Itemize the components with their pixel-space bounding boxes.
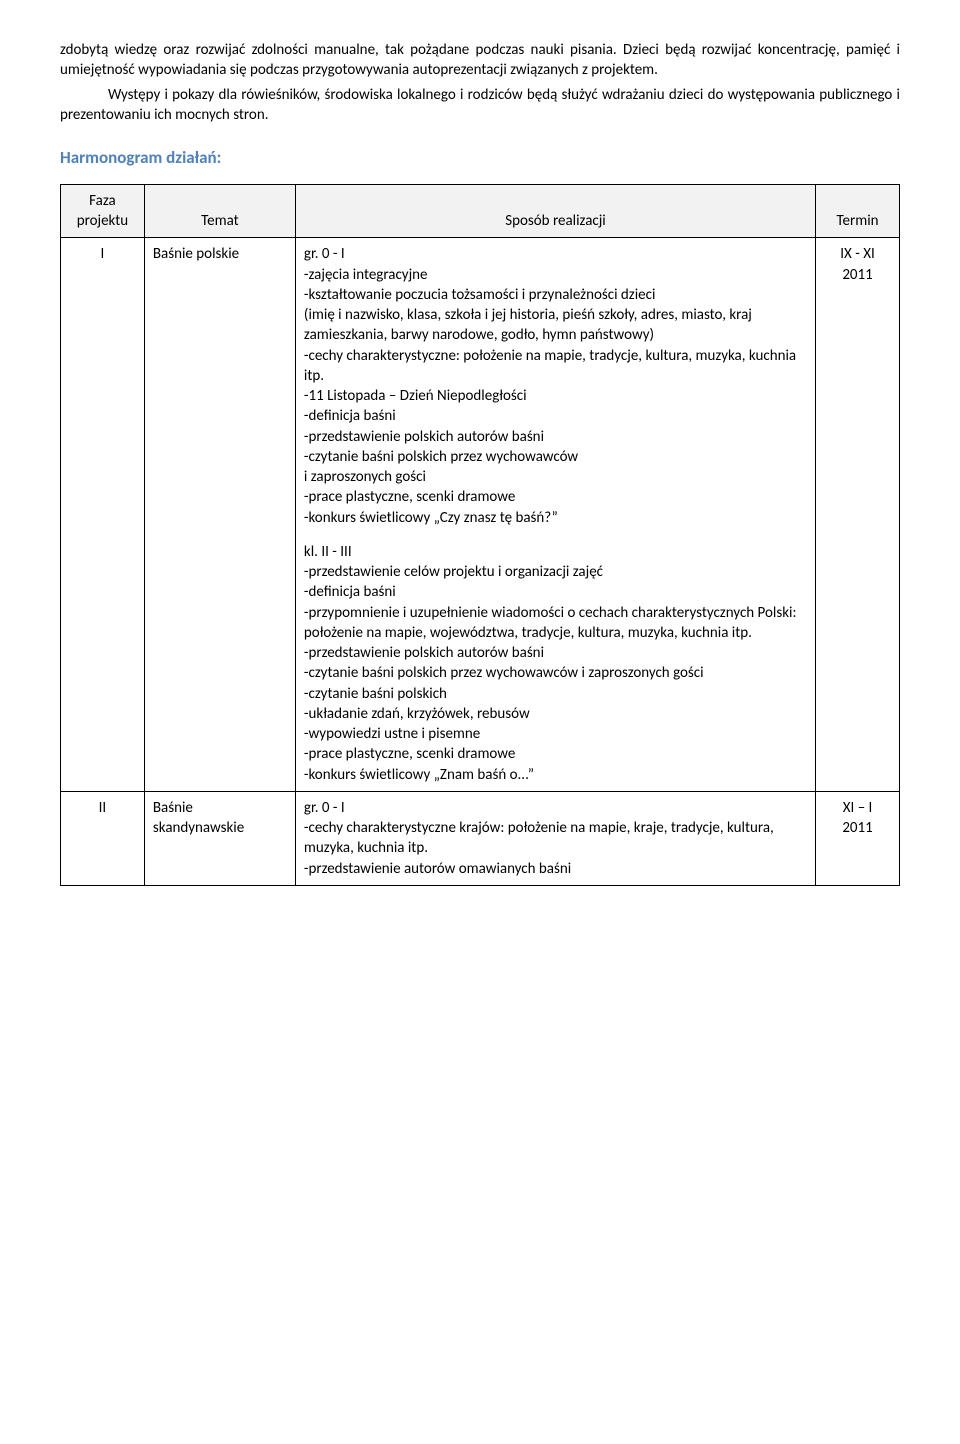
termin-l2: 2011 bbox=[842, 266, 872, 284]
temat-l2: skandynawskie bbox=[153, 819, 244, 837]
cell-sposob: gr. 0 - I -cechy charakterystyczne krajó… bbox=[295, 791, 815, 885]
cell-faza: II bbox=[61, 791, 145, 885]
cell-temat: Baśnie polskie bbox=[144, 238, 295, 792]
sposob-line: i zaproszonych gości bbox=[304, 468, 426, 486]
sposob-line: -definicja baśni bbox=[304, 407, 396, 425]
sposob-line: -przedstawienie celów projektu i organiz… bbox=[304, 563, 603, 581]
col-header-faza-l2: projektu bbox=[77, 212, 128, 230]
sposob-block-1: gr. 0 - I -zajęcia integracyjne -kształt… bbox=[304, 244, 807, 528]
intro-paragraph-1: zdobytą wiedzę oraz rozwijać zdolności m… bbox=[60, 40, 900, 81]
table-header-row: Faza projektu Temat Sposób realizacji Te… bbox=[61, 184, 900, 238]
sposob-line: -kształtowanie poczucia tożsamości i prz… bbox=[304, 286, 656, 304]
sposob-block2-title: kl. II - III bbox=[304, 543, 352, 561]
sposob-line: -prace plastyczne, scenki dramowe bbox=[304, 745, 515, 763]
sposob-title: gr. 0 - I bbox=[304, 799, 345, 817]
sposob-block-2: kl. II - III -przedstawienie celów proje… bbox=[304, 542, 807, 785]
sposob-block1-title: gr. 0 - I bbox=[304, 245, 345, 263]
termin-l1: IX - XI bbox=[840, 245, 875, 263]
table-row: I Baśnie polskie gr. 0 - I -zajęcia inte… bbox=[61, 238, 900, 792]
col-header-faza-l1: Faza bbox=[89, 192, 116, 210]
sposob-line: -czytanie baśni polskich bbox=[304, 685, 447, 703]
section-heading: Harmonogram działań: bbox=[60, 147, 900, 170]
sposob-line: -przedstawienie polskich autorów baśni bbox=[304, 644, 544, 662]
termin-l1: XI – I bbox=[843, 799, 873, 817]
cell-termin: IX - XI 2011 bbox=[816, 238, 900, 792]
sposob-line: -czytanie baśni polskich przez wychowawc… bbox=[304, 664, 704, 682]
cell-sposob: gr. 0 - I -zajęcia integracyjne -kształt… bbox=[295, 238, 815, 792]
sposob-line: -konkurs świetlicowy „Czy znasz tę baśń?… bbox=[304, 509, 558, 527]
sposob-line: -cechy charakterystyczne: położenie na m… bbox=[304, 347, 796, 385]
termin-l2: 2011 bbox=[842, 819, 872, 837]
sposob-line: -czytanie baśni polskich przez wychowawc… bbox=[304, 448, 578, 466]
sposob-line: -11 Listopada – Dzień Niepodległości bbox=[304, 387, 527, 405]
sposob-line: -definicja baśni bbox=[304, 583, 396, 601]
sposob-line: -wypowiedzi ustne i pisemne bbox=[304, 725, 480, 743]
sposob-line: (imię i nazwisko, klasa, szkoła i jej hi… bbox=[304, 306, 752, 344]
sposob-line: -konkurs świetlicowy „Znam baśń o...” bbox=[304, 766, 534, 784]
col-header-termin: Termin bbox=[816, 184, 900, 238]
sposob-line: -cechy charakterystyczne krajów: położen… bbox=[304, 819, 774, 857]
sposob-line: -zajęcia integracyjne bbox=[304, 266, 428, 284]
sposob-line: -prace plastyczne, scenki dramowe bbox=[304, 488, 515, 506]
col-header-sposob: Sposób realizacji bbox=[295, 184, 815, 238]
cell-termin: XI – I 2011 bbox=[816, 791, 900, 885]
sposob-line: -układanie zdań, krzyżówek, rebusów bbox=[304, 705, 530, 723]
schedule-table: Faza projektu Temat Sposób realizacji Te… bbox=[60, 184, 900, 886]
col-header-faza: Faza projektu bbox=[61, 184, 145, 238]
table-row: II Baśnie skandynawskie gr. 0 - I -cechy… bbox=[61, 791, 900, 885]
cell-temat: Baśnie skandynawskie bbox=[144, 791, 295, 885]
col-header-temat: Temat bbox=[144, 184, 295, 238]
intro-paragraph-2: Występy i pokazy dla rówieśników, środow… bbox=[60, 85, 900, 126]
sposob-line: -przedstawienie autorów omawianych baśni bbox=[304, 860, 571, 878]
intro-text: zdobytą wiedzę oraz rozwijać zdolności m… bbox=[60, 40, 900, 125]
temat-l1: Baśnie bbox=[153, 799, 193, 817]
sposob-line: -przypomnienie i uzupełnienie wiadomości… bbox=[304, 604, 797, 642]
cell-faza: I bbox=[61, 238, 145, 792]
sposob-line: -przedstawienie polskich autorów baśni bbox=[304, 428, 544, 446]
